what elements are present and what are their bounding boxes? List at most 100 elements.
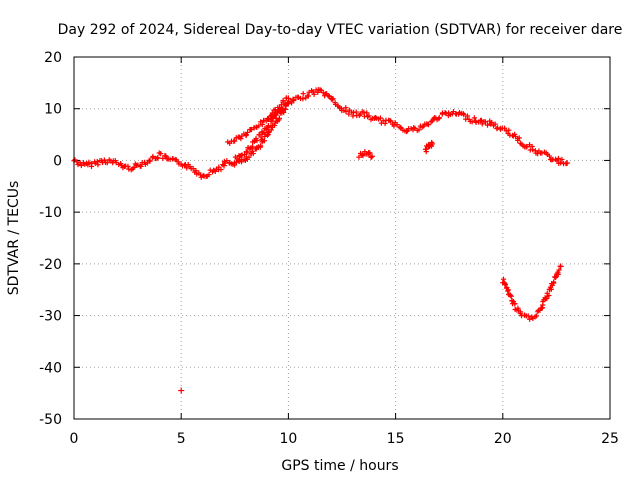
- data-point: [500, 276, 507, 282]
- data-point: [184, 165, 190, 171]
- y-tick-label: 20: [44, 50, 62, 66]
- data-point: [506, 127, 512, 133]
- x-axis-label: GPS time / hours: [281, 458, 398, 474]
- data-point: [218, 166, 224, 173]
- data-point: [429, 140, 436, 147]
- data-point: [478, 117, 484, 123]
- data-point: [388, 118, 394, 124]
- data-point: [367, 150, 373, 156]
- data-point: [559, 156, 565, 163]
- tick-labels: 0 5 10 15 20 25 -50 -40 -30 -20 -10 0 10 20: [39, 50, 619, 447]
- data-point: [238, 136, 244, 142]
- data-point: [533, 313, 539, 319]
- data-point: [516, 135, 522, 141]
- data-point: [86, 159, 92, 165]
- data-point: [492, 121, 498, 127]
- data-point: [387, 117, 393, 124]
- data-point: [78, 162, 84, 169]
- data-point: [206, 172, 212, 178]
- data-point: [436, 115, 442, 121]
- data-point: [502, 125, 508, 131]
- data-point: [505, 287, 511, 293]
- data-point: [377, 115, 384, 121]
- data-point: [258, 119, 264, 125]
- data-point: [250, 144, 256, 150]
- data-point: [494, 125, 501, 131]
- data-point: [197, 172, 204, 178]
- data-point: [259, 121, 265, 128]
- data-point: [555, 155, 562, 162]
- data-point: [104, 160, 110, 166]
- data-point: [74, 159, 80, 165]
- data-point: [343, 109, 349, 115]
- data-point: [261, 129, 267, 135]
- data-point: [366, 113, 372, 119]
- data-point: [546, 292, 552, 299]
- data-point: [525, 313, 531, 319]
- data-point: [280, 106, 286, 112]
- y-tick-label: -40: [39, 360, 62, 376]
- y-tick-label: -50: [39, 412, 62, 428]
- data-point: [382, 120, 388, 127]
- data-point: [503, 128, 509, 134]
- data-point: [276, 115, 282, 121]
- data-point: [254, 137, 260, 144]
- data-point: [285, 95, 292, 102]
- data-point: [269, 110, 275, 116]
- data-point: [460, 110, 466, 117]
- data-point: [256, 123, 262, 129]
- data-point: [268, 118, 274, 124]
- data-point: [154, 155, 160, 162]
- data-point: [484, 122, 491, 128]
- data-point: [244, 149, 250, 155]
- data-point: [564, 160, 571, 167]
- data-point: [258, 134, 264, 140]
- data-point: [461, 112, 467, 118]
- data-point: [524, 143, 530, 150]
- data-point: [265, 123, 272, 129]
- data-point: [158, 151, 164, 157]
- data-point: [163, 153, 169, 159]
- plot-frame: [73, 56, 611, 420]
- data-point: [291, 97, 297, 104]
- data-point: [416, 127, 422, 133]
- y-tick-label: -30: [39, 309, 62, 325]
- data-point: [502, 281, 508, 287]
- data-point: [138, 163, 144, 170]
- data-point: [361, 109, 367, 115]
- y-tick-label: -20: [39, 257, 62, 273]
- data-point: [403, 128, 410, 135]
- y-axis-label: SDTVAR / TECUs: [6, 181, 22, 296]
- data-point: [265, 116, 271, 122]
- data-point: [257, 143, 264, 149]
- data-point: [305, 93, 312, 99]
- x-tick-label: 25: [601, 431, 619, 447]
- data-point: [178, 387, 185, 394]
- data-point: [512, 301, 518, 307]
- x-tick-label: 15: [387, 431, 405, 447]
- data-point: [548, 286, 554, 292]
- data-point: [482, 119, 489, 125]
- data-point: [193, 168, 199, 174]
- x-tick-label: 0: [70, 431, 79, 447]
- data-point: [300, 96, 306, 102]
- data-point: [245, 129, 251, 135]
- data-point: [300, 91, 306, 97]
- data-point: [146, 157, 152, 163]
- data-point: [356, 154, 362, 160]
- data-point: [558, 160, 564, 166]
- data-point: [329, 96, 335, 103]
- y-tick-label: 0: [53, 153, 62, 169]
- data-point: [85, 162, 91, 168]
- data-point: [246, 154, 252, 160]
- data-point: [557, 263, 564, 270]
- data-point: [101, 157, 108, 163]
- x-tick-label: 5: [177, 431, 186, 447]
- data-point: [280, 97, 286, 104]
- data-point: [369, 153, 376, 160]
- data-point: [181, 162, 188, 168]
- data-point: [155, 155, 161, 161]
- data-point: [261, 138, 268, 144]
- data-point: [489, 119, 495, 126]
